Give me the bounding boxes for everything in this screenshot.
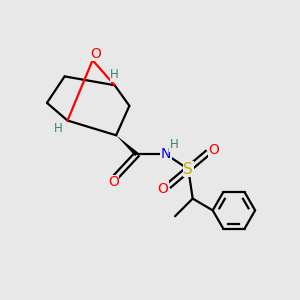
Text: H: H	[54, 122, 62, 135]
Text: N: N	[161, 147, 171, 161]
Text: O: O	[208, 143, 219, 157]
Text: H: H	[170, 139, 179, 152]
Polygon shape	[116, 135, 138, 156]
Text: O: O	[90, 47, 101, 61]
Text: O: O	[157, 182, 168, 196]
Text: O: O	[108, 176, 118, 189]
Text: S: S	[183, 162, 193, 177]
Text: H: H	[110, 68, 119, 81]
